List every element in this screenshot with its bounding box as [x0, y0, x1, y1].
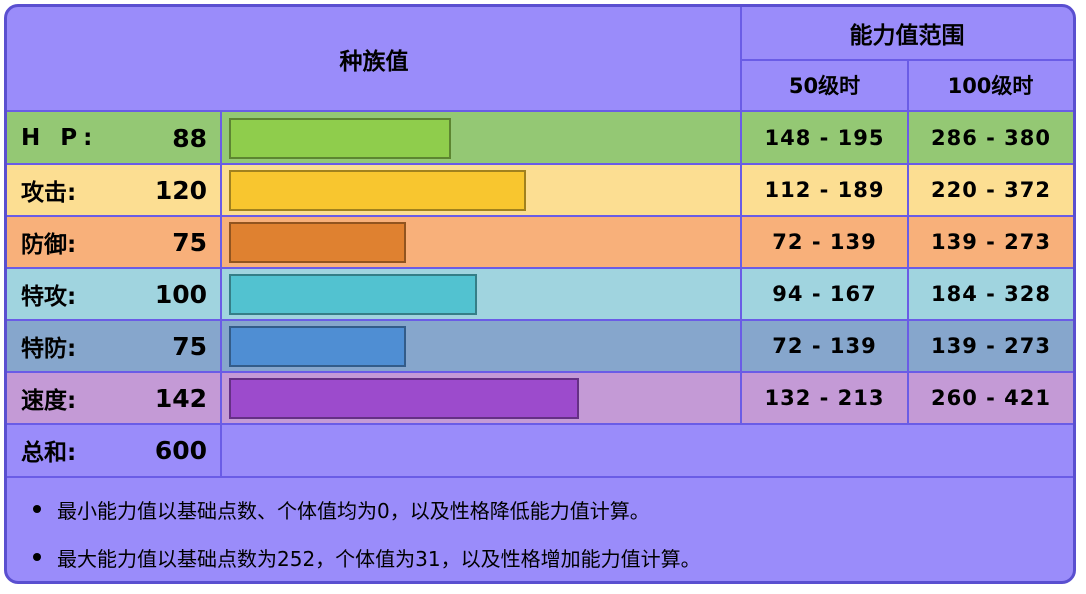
- range-level50: 148 - 195: [764, 126, 885, 150]
- stat-bar: [229, 118, 451, 159]
- grid-line: [220, 110, 222, 477]
- stat-label: 特防:: [21, 336, 77, 362]
- range-level100: 139 - 273: [930, 334, 1051, 358]
- stat-row: H P: 88 148 - 195 286 - 380: [7, 112, 1073, 164]
- stats-table: 种族值 能力值范围 50级时 100级时 H P: 88 148 - 195 286 …: [4, 4, 1076, 584]
- range-level100: 184 - 328: [930, 282, 1051, 306]
- range-level100: 220 - 372: [930, 178, 1051, 202]
- stat-bar: [229, 326, 406, 367]
- stat-label: 攻击:: [21, 180, 77, 206]
- range-level100: 139 - 273: [930, 230, 1051, 254]
- stat-label: 特攻:: [21, 284, 77, 310]
- stat-row: 攻击: 120 112 - 189 220 - 372: [7, 164, 1073, 216]
- stat-bar: [229, 170, 526, 211]
- stat-range-header: 能力值范围: [849, 23, 965, 49]
- stat-row: 特防: 75 72 - 139 139 - 273: [7, 320, 1073, 372]
- range-level50: 112 - 189: [764, 178, 885, 202]
- grid-line: [7, 215, 1073, 217]
- total-value: 600: [154, 435, 207, 465]
- stat-value: 142: [154, 383, 207, 413]
- bullet-icon: [33, 553, 41, 561]
- total-label: 总和:: [21, 440, 77, 466]
- stat-bar: [229, 274, 477, 315]
- grid-line: [7, 371, 1073, 373]
- note-max: 最大能力值以基础点数为252，个体值为31，以及性格增加能力值计算。: [33, 539, 701, 575]
- grid-line: [7, 267, 1073, 269]
- notes: 最小能力值以基础点数、个体值均为0，以及性格降低能力值计算。 最大能力值以基础点…: [7, 477, 1073, 581]
- range-level100: 260 - 421: [930, 386, 1051, 410]
- stat-row: 防御: 75 72 - 139 139 - 273: [7, 216, 1073, 268]
- stat-value: 120: [154, 175, 207, 205]
- level100-header: 100级时: [947, 73, 1034, 98]
- range-level50: 132 - 213: [764, 386, 885, 410]
- stat-bar: [229, 378, 579, 419]
- grid-line: [7, 476, 1073, 478]
- stat-row: 速度: 142 132 - 213 260 - 421: [7, 372, 1073, 424]
- range-level100: 286 - 380: [930, 126, 1051, 150]
- range-level50: 72 - 139: [772, 230, 877, 254]
- stat-value: 75: [172, 227, 207, 257]
- range-level50: 94 - 167: [772, 282, 877, 306]
- stat-label: 防御:: [21, 232, 77, 258]
- grid-line: [7, 319, 1073, 321]
- stat-value: 100: [154, 279, 207, 309]
- base-stats-header: 种族值: [339, 48, 409, 75]
- stat-bar: [229, 222, 406, 263]
- grid-line: [7, 110, 1073, 112]
- bullet-icon: [33, 505, 41, 513]
- stat-label: H P:: [21, 125, 99, 151]
- grid-line: [7, 423, 1073, 425]
- stat-value: 75: [172, 331, 207, 361]
- stat-row: 特攻: 100 94 - 167 184 - 328: [7, 268, 1073, 320]
- grid-line: [7, 163, 1073, 165]
- stat-value: 88: [172, 123, 207, 153]
- note-min-text: 最小能力值以基础点数、个体值均为0，以及性格降低能力值计算。: [57, 498, 650, 523]
- stat-label: 速度:: [21, 388, 77, 414]
- note-max-text: 最大能力值以基础点数为252，个体值为31，以及性格增加能力值计算。: [57, 546, 701, 571]
- grid-line: [907, 59, 909, 424]
- note-min: 最小能力值以基础点数、个体值均为0，以及性格降低能力值计算。: [33, 491, 650, 527]
- level50-header: 50级时: [788, 73, 861, 98]
- range-level50: 72 - 139: [772, 334, 877, 358]
- total-row: 总和: 600: [7, 424, 1073, 476]
